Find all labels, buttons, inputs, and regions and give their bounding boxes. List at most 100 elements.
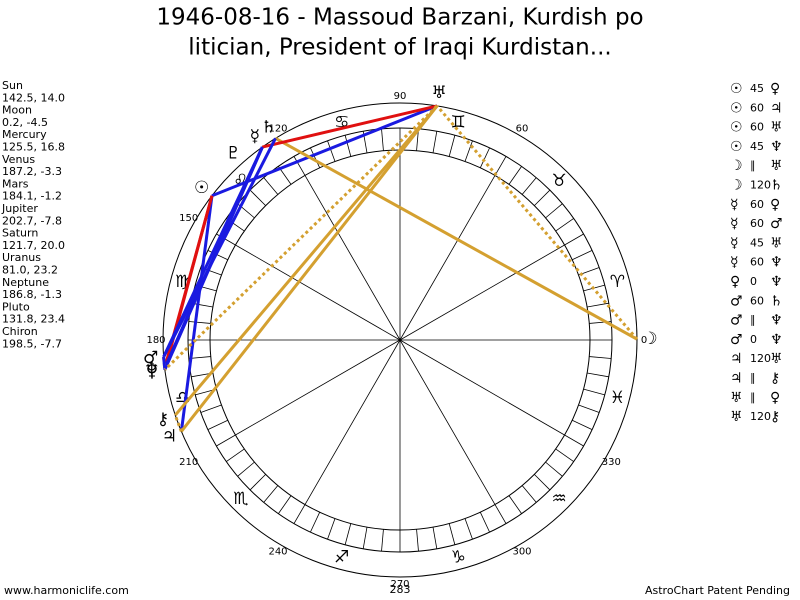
zodiac-sign: ♓ xyxy=(610,388,625,408)
ring-tick xyxy=(479,512,490,533)
aspect-planet: ♆ xyxy=(770,332,783,348)
ring-tick xyxy=(589,356,612,359)
degree-label: 210 xyxy=(179,457,198,468)
ring-tick xyxy=(327,518,336,540)
degree-label: 60 xyxy=(516,124,529,135)
degree-label: 270 xyxy=(390,579,409,590)
ring-tick xyxy=(494,156,507,176)
ring-tick xyxy=(200,404,222,413)
planet-glyph: ☽ xyxy=(642,329,657,349)
aspect-type: ∥ xyxy=(750,314,756,327)
aspect-planet: ♅ xyxy=(770,235,783,251)
ring-tick xyxy=(521,177,537,195)
zodiac-sign: ♏ xyxy=(233,489,248,509)
ring-tick xyxy=(464,518,473,540)
aspect-type: 45 xyxy=(750,140,764,153)
zodiac-sign: ♈ xyxy=(610,272,625,292)
spoke xyxy=(399,244,565,341)
aspect-planet: ♃ xyxy=(730,351,743,367)
planet-coords: 198.5, -7.7 xyxy=(2,337,62,350)
ring-tick xyxy=(249,189,266,206)
aspect-planet: ☿ xyxy=(730,235,739,251)
aspect-planet: ⚷ xyxy=(770,371,780,387)
aspect-planet: ♅ xyxy=(770,120,783,136)
ring-tick xyxy=(578,404,600,413)
aspect-planet: ⚷ xyxy=(770,409,780,425)
zodiac-sign: ♊ xyxy=(451,113,466,133)
zodiac-sign: ♉ xyxy=(551,171,566,191)
aspect-planet: ♆ xyxy=(770,139,783,155)
ring-tick xyxy=(479,147,490,168)
ring-tick xyxy=(448,523,456,545)
ring-tick xyxy=(207,250,228,261)
aspect-type: 45 xyxy=(750,82,764,95)
planet-name: Neptune xyxy=(2,276,49,289)
planet-coords: 121.7, 20.0 xyxy=(2,239,65,252)
aspect-planet: ♂ xyxy=(730,332,743,348)
ring-tick xyxy=(545,203,563,219)
planet-name: Venus xyxy=(2,153,35,166)
ring-tick xyxy=(226,448,245,462)
aspect-type: 60 xyxy=(750,198,764,211)
ring-tick xyxy=(508,495,522,514)
aspect-type: 60 xyxy=(750,121,764,134)
ring-tick xyxy=(587,372,609,378)
ring-tick xyxy=(572,419,593,430)
spoke xyxy=(399,175,496,341)
aspect-type: ∥ xyxy=(750,372,756,385)
aspect-planet: ♀ xyxy=(730,274,740,290)
aspect-type: 120 xyxy=(750,179,771,192)
ring-tick xyxy=(494,504,507,524)
ring-tick xyxy=(432,131,438,153)
ring-tick xyxy=(534,189,551,206)
ring-tick xyxy=(263,485,279,503)
ring-tick xyxy=(432,527,438,549)
ring-tick xyxy=(293,156,306,176)
ring-tick xyxy=(587,302,609,308)
ring-tick xyxy=(416,128,419,151)
aspect-type: 120 xyxy=(750,410,771,423)
planet-name: Pluto xyxy=(2,300,30,313)
planet-name: Moon xyxy=(2,104,32,117)
planet-coords: 81.0, 23.2 xyxy=(2,264,58,277)
ring-tick xyxy=(327,140,336,162)
title-line: 1946-08-16 - Massoud Barzani, Kurdish po xyxy=(156,5,643,31)
planet-coords: 202.7, -7.8 xyxy=(2,214,62,227)
aspect-type: 60 xyxy=(750,294,764,307)
spoke xyxy=(304,339,401,505)
planet-glyph: ♇ xyxy=(226,144,241,164)
ring-tick xyxy=(310,512,321,533)
ring-tick xyxy=(249,474,266,491)
spoke xyxy=(399,339,496,505)
degree-label: 330 xyxy=(602,457,621,468)
ring-tick xyxy=(464,140,473,162)
planet-coords: 125.5, 16.8 xyxy=(2,141,65,154)
aspect-type: 45 xyxy=(750,236,764,249)
ring-tick xyxy=(381,529,384,552)
ring-tick xyxy=(555,218,574,232)
title-line: litician, President of Iraqi Kurdistan..… xyxy=(188,35,611,61)
ring-tick xyxy=(237,461,255,477)
aspect-planet: ♄ xyxy=(770,293,783,309)
aspect-planet: ♃ xyxy=(770,100,783,116)
aspect-line xyxy=(173,414,183,432)
ring-tick xyxy=(564,434,584,447)
ring-tick xyxy=(310,147,321,168)
degree-label: 300 xyxy=(512,546,531,557)
aspect-planet: ♆ xyxy=(770,274,783,290)
planet-coords: 0.2, -4.5 xyxy=(2,116,48,129)
aspect-type: 0 xyxy=(750,275,757,288)
ring-tick xyxy=(564,233,584,246)
aspect-planet: ☽ xyxy=(730,178,743,194)
degree-label: 150 xyxy=(179,213,198,224)
planet-glyph: ♀ xyxy=(146,361,158,381)
planet-glyph: ♃ xyxy=(162,426,177,446)
aspect-type: ∥ xyxy=(750,159,756,172)
aspect-line xyxy=(211,104,438,198)
aspect-planet: ♅ xyxy=(730,390,743,406)
planet-name: Saturn xyxy=(2,227,38,240)
planet-name: Uranus xyxy=(2,251,41,264)
planet-glyph: ♄ xyxy=(261,117,276,137)
aspect-line xyxy=(162,137,277,358)
zodiac-sign: ♑ xyxy=(451,547,466,567)
